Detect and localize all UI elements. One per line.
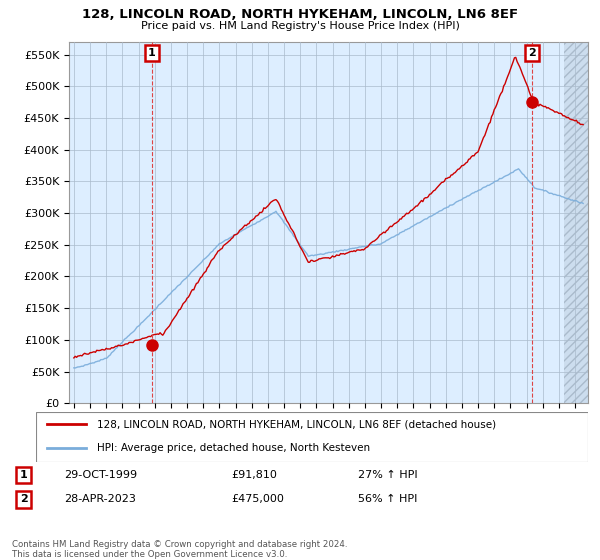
- Text: 29-OCT-1999: 29-OCT-1999: [64, 470, 137, 480]
- Text: 27% ↑ HPI: 27% ↑ HPI: [358, 470, 417, 480]
- Text: 128, LINCOLN ROAD, NORTH HYKEHAM, LINCOLN, LN6 8EF: 128, LINCOLN ROAD, NORTH HYKEHAM, LINCOL…: [82, 8, 518, 21]
- Text: HPI: Average price, detached house, North Kesteven: HPI: Average price, detached house, Nort…: [97, 443, 370, 453]
- Text: Contains HM Land Registry data © Crown copyright and database right 2024.
This d: Contains HM Land Registry data © Crown c…: [12, 540, 347, 559]
- Text: 1: 1: [20, 470, 28, 480]
- Text: 2: 2: [20, 494, 28, 505]
- FancyBboxPatch shape: [36, 412, 588, 462]
- Text: 128, LINCOLN ROAD, NORTH HYKEHAM, LINCOLN, LN6 8EF (detached house): 128, LINCOLN ROAD, NORTH HYKEHAM, LINCOL…: [97, 419, 496, 429]
- Text: Price paid vs. HM Land Registry's House Price Index (HPI): Price paid vs. HM Land Registry's House …: [140, 21, 460, 31]
- Text: 1: 1: [148, 48, 156, 58]
- Text: £91,810: £91,810: [231, 470, 277, 480]
- Bar: [564, 42, 588, 403]
- Text: 2: 2: [528, 48, 536, 58]
- Text: 56% ↑ HPI: 56% ↑ HPI: [358, 494, 417, 505]
- Text: £475,000: £475,000: [231, 494, 284, 505]
- Text: 28-APR-2023: 28-APR-2023: [64, 494, 136, 505]
